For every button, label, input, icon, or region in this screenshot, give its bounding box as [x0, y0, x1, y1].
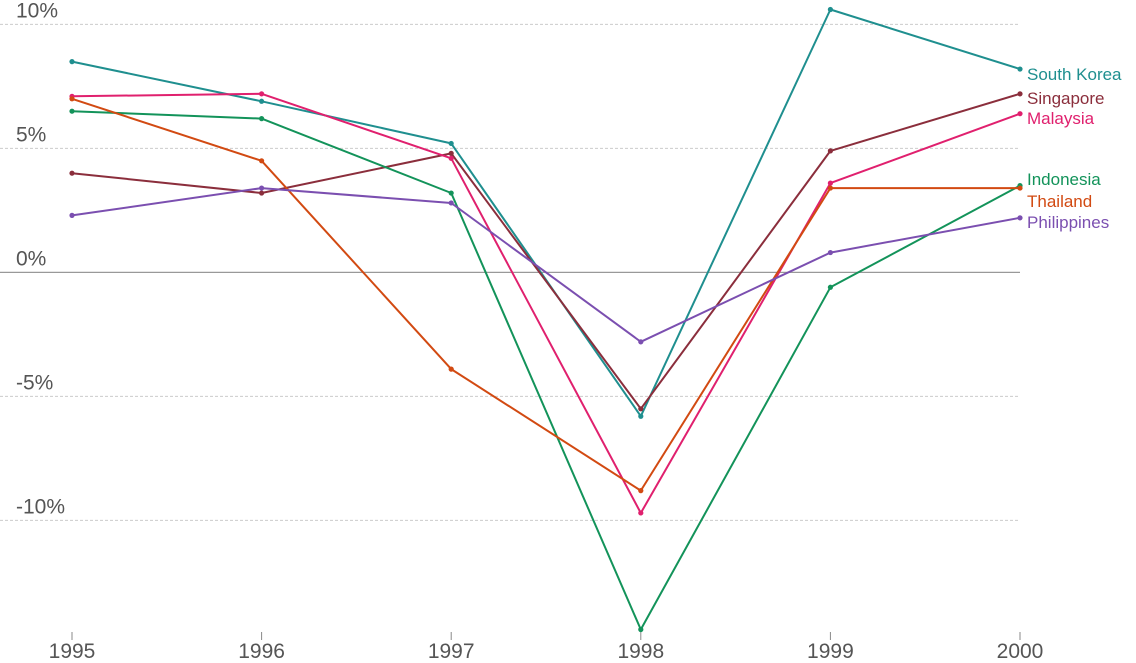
data-point [448, 140, 454, 147]
data-point [69, 108, 75, 114]
data-point [827, 6, 834, 13]
data-point [1017, 91, 1023, 97]
x-tick-label: 2000 [997, 640, 1044, 663]
series-label-philippines: Philippines [1027, 213, 1109, 232]
series-line-singapore [71, 92, 1021, 410]
data-point [1017, 215, 1023, 221]
data-point [69, 59, 75, 65]
data-point [638, 406, 644, 412]
data-point [638, 339, 644, 345]
data-point [1017, 185, 1023, 191]
x-tick-label: 1998 [617, 640, 664, 663]
data-point [69, 96, 75, 102]
series-malaysia [69, 91, 1023, 516]
data-point [259, 91, 265, 97]
data-point [448, 190, 454, 196]
series-label-malaysia: Malaysia [1027, 109, 1095, 128]
series-label-thailand: Thailand [1027, 192, 1092, 211]
y-tick-label: 10% [16, 0, 58, 22]
x-axis: 1995 1996 1997 1998 1999 2000 [49, 632, 1044, 663]
series-line-philippines [71, 187, 1021, 343]
data-point [1017, 66, 1023, 72]
series-south-korea [69, 6, 1023, 419]
y-tick-label: 5% [16, 123, 46, 146]
data-point [259, 116, 265, 122]
data-point [638, 488, 644, 494]
grid [0, 23, 1020, 521]
series-group [69, 6, 1023, 633]
data-point [69, 212, 75, 218]
data-point [259, 158, 265, 164]
data-point [448, 366, 454, 372]
y-tick-label: 0% [16, 247, 46, 270]
x-tick-label: 1999 [807, 640, 854, 663]
y-tick-label: -5% [16, 371, 53, 394]
data-point [448, 200, 454, 206]
data-point [827, 284, 834, 290]
y-tick-label: -10% [16, 495, 65, 518]
x-tick-label: 1997 [428, 640, 475, 663]
series-line-indonesia [71, 110, 1021, 631]
series-line-south-korea [71, 8, 1021, 418]
series-line-malaysia [71, 92, 1021, 514]
data-point [259, 190, 265, 196]
data-point [827, 180, 834, 186]
data-point [827, 185, 834, 191]
data-point [259, 185, 265, 191]
data-point [259, 98, 265, 104]
series-line-thailand [71, 97, 1020, 492]
series-philippines [69, 185, 1023, 345]
x-tick-label: 1995 [49, 640, 96, 663]
series-singapore [69, 91, 1023, 412]
data-point [827, 249, 834, 256]
data-point [638, 510, 644, 516]
data-point [827, 148, 834, 154]
series-indonesia [69, 108, 1023, 633]
data-point [448, 150, 454, 156]
series-label-indonesia: Indonesia [1027, 170, 1101, 189]
series-label-singapore: Singapore [1027, 89, 1105, 108]
data-point [69, 170, 75, 176]
data-point [638, 413, 644, 419]
data-point [448, 155, 454, 161]
series-thailand [69, 96, 1023, 494]
data-point [638, 626, 644, 633]
data-point [1017, 111, 1023, 117]
x-tick-label: 1996 [238, 640, 285, 663]
y-axis: 10% 5% 0% -5% -10% [16, 0, 65, 518]
series-label-south-korea: South Korea [1027, 65, 1122, 84]
